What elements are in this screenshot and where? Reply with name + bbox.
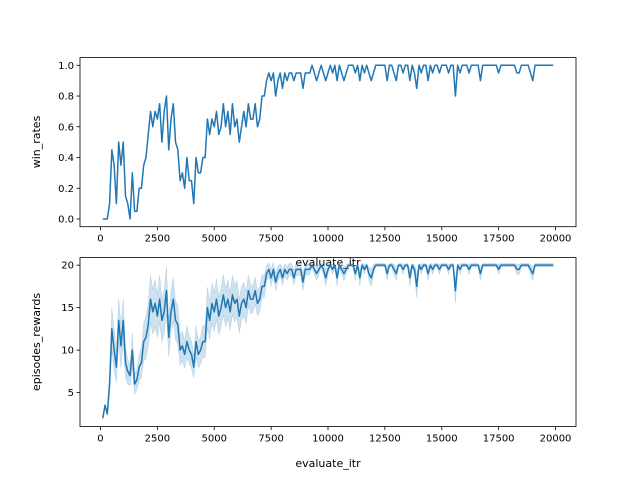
episodes-rewards-y-tick-label: 15	[61, 303, 74, 314]
win-rates-y-tick-label: 0.2	[58, 184, 74, 195]
win-rates-y-tick-label: 0.8	[58, 92, 74, 103]
win-rates-x-tick-label: 7500	[258, 234, 283, 245]
episodes-rewards-x-tick-label: 0	[97, 434, 103, 445]
episodes-rewards-y-tick-label: 5	[68, 388, 74, 399]
episodes-rewards-chart: 0 2500 5000 7500 10000 12500 15000 17500 20000 5…	[30, 257, 577, 470]
episodes-rewards-series-line	[102, 264, 554, 419]
win-rates-x-tick-label: 5000	[202, 234, 227, 245]
win-rates-y-axis-label: win_rates	[30, 115, 43, 168]
episodes-rewards-x-tick-label: 2500	[145, 434, 170, 445]
episodes-rewards-x-axis-label: evaluate_itr	[295, 457, 361, 470]
win-rates-x-ticks: 0 2500 5000 7500 10000 12500 15000 17500 20000	[97, 226, 572, 245]
win-rates-y-tick-label: 0.0	[58, 215, 74, 226]
episodes-rewards-line-layer	[102, 264, 554, 419]
episodes-rewards-x-tick-label: 10000	[312, 434, 344, 445]
episodes-rewards-y-ticks: 5 10 15 20	[61, 261, 80, 399]
episodes-rewards-x-tick-label: 5000	[202, 434, 227, 445]
win-rates-x-tick-label: 0	[97, 234, 103, 245]
episodes-rewards-y-tick-label: 10	[61, 346, 74, 357]
episodes-rewards-x-tick-label: 12500	[369, 434, 401, 445]
win-rates-x-tick-label: 2500	[145, 234, 170, 245]
win-rates-y-tick-label: 0.6	[58, 122, 74, 133]
win-rates-y-tick-label: 1.0	[58, 61, 74, 72]
episodes-rewards-x-tick-label: 17500	[483, 434, 515, 445]
win-rates-x-tick-label: 15000	[426, 234, 458, 245]
win-rates-line-layer	[102, 64, 554, 220]
episodes-rewards-y-axis-label: episodes_rewards	[30, 293, 43, 391]
win-rates-y-tick-label: 0.4	[58, 153, 74, 164]
episodes-rewards-x-ticks: 0 2500 5000 7500 10000 12500 15000 17500 20000	[97, 426, 572, 445]
win-rates-y-ticks: 0.0 0.2 0.4 0.6 0.8 1.0	[58, 61, 80, 226]
win-rates-series-line	[102, 64, 554, 220]
win-rates-x-tick-label: 12500	[369, 234, 401, 245]
episodes-rewards-x-tick-label: 7500	[258, 434, 283, 445]
win-rates-x-tick-label: 20000	[540, 234, 572, 245]
episodes-rewards-y-tick-label: 20	[61, 261, 74, 272]
episodes-rewards-x-tick-label: 20000	[540, 434, 572, 445]
episodes-rewards-x-tick-label: 15000	[426, 434, 458, 445]
win-rates-x-tick-label: 17500	[483, 234, 515, 245]
win-rates-x-tick-label: 10000	[312, 234, 344, 245]
